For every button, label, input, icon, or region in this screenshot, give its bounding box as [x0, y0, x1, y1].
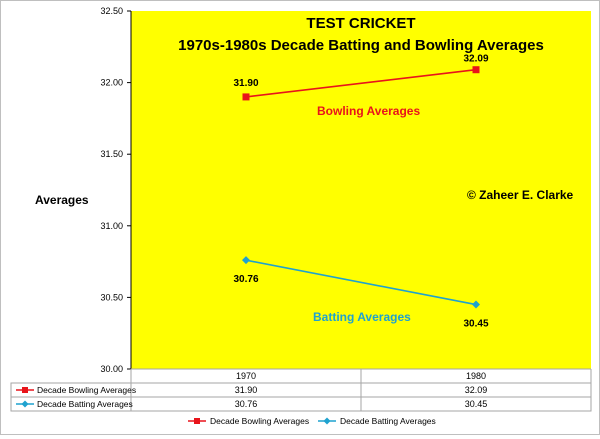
- bowling-series-annotation: Bowling Averages: [317, 104, 420, 118]
- bowling-point: [472, 66, 480, 74]
- y-tick-label: 30.00: [100, 364, 123, 374]
- bowling-legend-key-marker: [194, 418, 200, 424]
- batting-line: [245, 259, 477, 306]
- batting-point: [242, 256, 250, 265]
- y-axis: 30.00 30.50 31.00 31.50 32.00 32.50: [100, 6, 132, 374]
- copyright-annotation: © Zaheer E. Clarke: [467, 188, 574, 202]
- y-axis-label: Averages: [35, 193, 89, 207]
- bowling-legend-label: Decade Bowling Averages: [210, 416, 309, 426]
- bowling-data-label: 31.90: [233, 78, 258, 89]
- series-group: 31.90 32.09 30.76 30.45: [233, 54, 488, 330]
- batting-legend-key-marker: [323, 417, 331, 425]
- batting-table-key-marker: [21, 400, 29, 408]
- chart-title: TEST CRICKET: [306, 15, 415, 32]
- y-tick-label: 31.00: [100, 221, 123, 231]
- y-tick-label: 32.00: [100, 78, 123, 88]
- y-tick-label: 32.50: [100, 6, 123, 16]
- bowling-line: [245, 68, 477, 98]
- batting-legend-label: Decade Batting Averages: [340, 416, 436, 426]
- batting-series-annotation: Batting Averages: [313, 310, 411, 324]
- bowling-data-label: 32.09: [463, 54, 488, 65]
- plot-area: [131, 11, 591, 369]
- y-tick-label: 30.50: [100, 292, 123, 302]
- bowling-point: [242, 93, 250, 101]
- x-tick-label: 1970: [236, 371, 256, 381]
- bowling-table-value: 31.90: [235, 385, 258, 395]
- bowling-table-key-marker: [22, 387, 28, 393]
- bowling-table-series-name: Decade Bowling Averages: [37, 385, 136, 395]
- batting-data-label: 30.45: [463, 319, 488, 330]
- chart-subtitle: 1970s-1980s Decade Batting and Bowling A…: [178, 37, 544, 54]
- y-tick-label: 31.50: [100, 149, 123, 159]
- bowling-table-value: 32.09: [465, 385, 488, 395]
- legend: Decade Bowling Averages Decade Batting Av…: [188, 416, 436, 426]
- batting-data-label: 30.76: [233, 274, 258, 285]
- batting-table-value: 30.45: [465, 399, 488, 409]
- batting-table-series-name: Decade Batting Averages: [37, 399, 133, 409]
- batting-table-value: 30.76: [235, 399, 258, 409]
- batting-point: [472, 300, 480, 309]
- x-tick-label: 1980: [466, 371, 486, 381]
- data-table: 1970 1980 Decade Bowling Averages 31.90 32.0…: [10, 368, 592, 412]
